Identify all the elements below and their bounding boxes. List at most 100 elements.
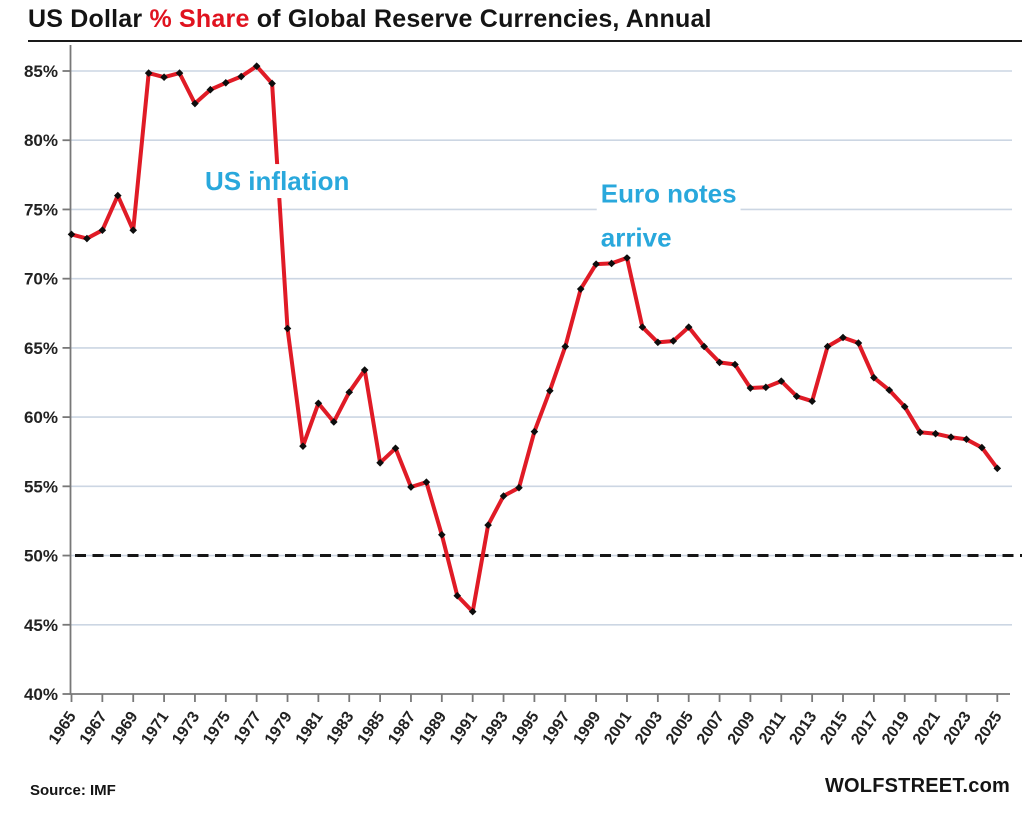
data-point-marker <box>669 337 678 345</box>
data-point-marker <box>438 530 446 539</box>
x-tick-label: 2007 <box>694 709 728 748</box>
source-label: Source: IMF <box>30 782 116 799</box>
data-point-marker <box>67 230 76 239</box>
y-tick-label: 85% <box>24 62 58 81</box>
x-tick-label: 1995 <box>509 709 543 748</box>
y-axis-labels: 40% 45% 50% 55% 60% 65% 70% 75% 80% 85% <box>24 62 71 704</box>
data-point-marker <box>592 260 600 268</box>
data-point-marker <box>144 69 153 77</box>
data-point-marker <box>870 373 878 382</box>
data-point-marker <box>499 492 508 500</box>
x-tick-label: 1989 <box>416 709 450 748</box>
data-point-marker <box>360 366 369 374</box>
data-point-marker <box>654 338 662 347</box>
data-point-marker <box>823 342 832 351</box>
annotation: Euro notes arrive <box>596 176 741 255</box>
data-point-marker <box>792 392 801 401</box>
x-tick-label: 1971 <box>138 709 172 748</box>
annotation-backdrop <box>596 220 676 255</box>
x-tick-label: 2003 <box>632 709 666 748</box>
data-point-marker <box>83 234 91 243</box>
data-point-marker <box>252 62 261 70</box>
x-tick-label: 2001 <box>601 709 635 748</box>
x-tick-label: 2017 <box>848 709 882 748</box>
annotation: US inflation <box>200 164 354 199</box>
x-tick-label: 2005 <box>663 709 697 748</box>
data-point-marker <box>530 427 539 436</box>
x-tick-label: 1993 <box>478 709 512 748</box>
data-point-marker <box>113 191 122 200</box>
data-point-marker <box>607 259 616 268</box>
data-point-marker <box>839 333 847 342</box>
annotation-backdrop <box>200 164 354 199</box>
x-axis-labels: 1965196719691971197319751977197919811983… <box>46 694 1006 748</box>
data-point-marker <box>623 254 631 262</box>
data-point-marker <box>484 521 492 529</box>
data-point-marker <box>777 377 786 385</box>
data-point-marker <box>268 79 276 88</box>
data-point-marker <box>931 429 940 438</box>
y-tick-label: 70% <box>24 270 58 289</box>
x-tick-label: 2023 <box>941 709 975 748</box>
series-line <box>69 64 1000 614</box>
data-point-marker <box>222 78 230 87</box>
data-point-marker <box>731 360 739 369</box>
x-tick-label: 1991 <box>447 709 481 748</box>
x-tick-label: 2013 <box>786 709 820 748</box>
gridlines <box>70 70 1012 626</box>
data-point-marker <box>993 464 1002 473</box>
data-point-marker <box>700 342 708 351</box>
x-tick-label: 2021 <box>910 709 944 748</box>
data-point-marker <box>638 323 647 331</box>
data-point-marker <box>160 73 168 82</box>
data-point-marker <box>391 444 400 453</box>
x-tick-label: 2009 <box>725 709 759 748</box>
annotation-text: arrive <box>601 223 672 253</box>
data-point-marker <box>376 458 384 467</box>
x-tick-label: 1985 <box>354 709 388 748</box>
data-point-marker <box>546 387 554 395</box>
x-tick-label: 1975 <box>200 709 234 748</box>
data-point-marker <box>299 442 307 450</box>
y-tick-label: 65% <box>24 339 58 358</box>
y-tick-label: 50% <box>24 547 58 566</box>
y-tick-label: 75% <box>24 200 58 219</box>
annotation-text: Euro notes <box>601 179 737 209</box>
data-point-marker <box>314 399 323 408</box>
data-point-marker <box>468 607 477 616</box>
y-tick-label: 45% <box>24 616 58 635</box>
chart-title-part3: of Global Reserve Currencies, Annual <box>249 5 712 33</box>
data-point-marker <box>98 226 107 235</box>
data-point-marker <box>345 388 354 396</box>
x-tick-label: 2011 <box>756 709 790 747</box>
data-point-marker <box>561 342 570 351</box>
data-point-marker <box>191 99 199 108</box>
data-point-marker <box>515 483 523 492</box>
y-tick-label: 55% <box>24 477 58 496</box>
x-tick-label: 1987 <box>385 709 419 748</box>
data-point-marker <box>978 443 986 452</box>
chart-title-accent: % Share <box>149 5 250 33</box>
x-tick-label: 1997 <box>540 709 574 748</box>
data-point-marker <box>283 324 292 333</box>
x-tick-label: 1999 <box>570 709 604 748</box>
wolfstreet-brand: WOLFSTREET.com <box>824 775 1010 797</box>
annotation-text: US inflation <box>205 166 349 196</box>
data-point-marker <box>576 285 585 293</box>
annotation-backdrop <box>596 176 741 211</box>
data-point-marker <box>407 483 415 491</box>
data-point-marker <box>808 397 816 405</box>
data-point-marker <box>962 435 971 444</box>
x-tick-label: 1983 <box>324 709 358 748</box>
x-tick-label: 1969 <box>108 709 142 748</box>
data-point-marker <box>453 591 462 600</box>
data-point-marker <box>746 384 755 392</box>
data-point-marker <box>947 433 955 441</box>
data-point-marker <box>900 402 909 411</box>
series-markers <box>67 62 1002 616</box>
data-point-marker <box>916 428 924 437</box>
data-point-marker <box>885 386 894 394</box>
x-tick-label: 1973 <box>169 709 203 748</box>
y-tick-label: 60% <box>24 408 58 427</box>
